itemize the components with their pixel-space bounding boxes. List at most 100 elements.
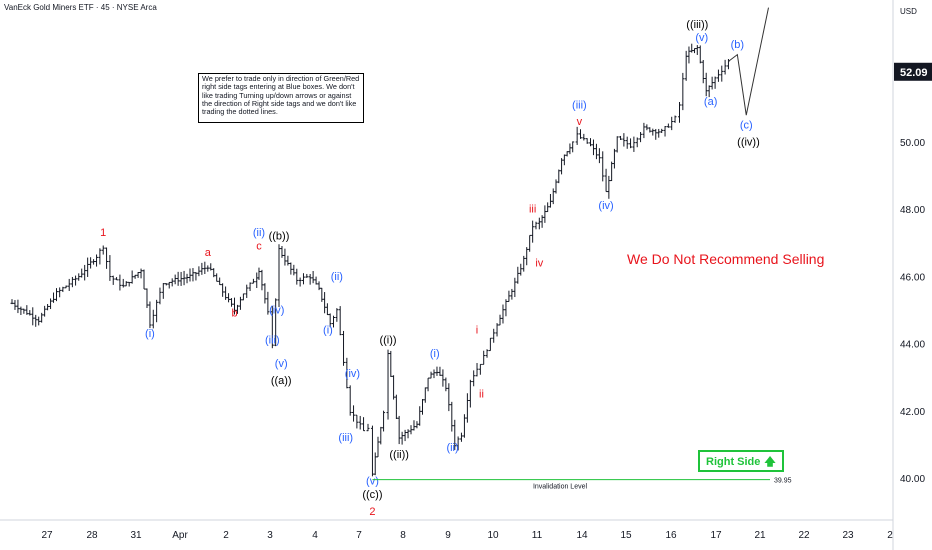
candle bbox=[601, 151, 605, 182]
candle bbox=[118, 274, 122, 291]
candle bbox=[510, 288, 514, 300]
candle bbox=[453, 419, 457, 450]
candle bbox=[305, 273, 309, 278]
wave-label: (v) bbox=[366, 476, 379, 488]
candle bbox=[164, 283, 168, 286]
candle bbox=[701, 60, 705, 84]
wave-label: (iii) bbox=[338, 432, 353, 444]
candle bbox=[678, 101, 681, 123]
candle bbox=[441, 369, 445, 387]
x-tick-label: 16 bbox=[665, 530, 677, 541]
candle bbox=[663, 126, 667, 137]
candle bbox=[133, 274, 137, 279]
candle bbox=[270, 305, 274, 349]
candle bbox=[34, 314, 38, 327]
candle bbox=[16, 299, 20, 314]
candle bbox=[716, 69, 720, 82]
candle bbox=[687, 46, 691, 64]
candle bbox=[571, 141, 575, 153]
x-tick-label: Apr bbox=[172, 530, 188, 541]
candle bbox=[58, 287, 62, 298]
candle bbox=[151, 309, 155, 329]
candle bbox=[111, 275, 115, 285]
candle bbox=[179, 271, 183, 286]
wave-label: (iii) bbox=[572, 99, 587, 111]
candle bbox=[215, 273, 219, 282]
wave-label: 1 bbox=[100, 227, 106, 239]
candle bbox=[560, 158, 564, 175]
candle bbox=[136, 272, 140, 278]
x-tick-label: 14 bbox=[576, 530, 588, 541]
candle bbox=[121, 278, 125, 288]
candle bbox=[648, 127, 652, 133]
candle bbox=[292, 264, 296, 276]
wave-label: (c) bbox=[740, 120, 753, 132]
candle bbox=[432, 369, 436, 379]
candle bbox=[447, 383, 451, 412]
wave-label: 2 bbox=[369, 506, 375, 518]
candle bbox=[115, 277, 119, 281]
wave-label: ((ii)) bbox=[389, 449, 409, 461]
candle bbox=[654, 128, 658, 140]
candle bbox=[660, 128, 664, 134]
candle bbox=[52, 292, 56, 303]
candle bbox=[194, 272, 198, 281]
candle bbox=[260, 269, 264, 291]
y-tick-label: 50.00 bbox=[900, 138, 925, 149]
candle bbox=[145, 288, 149, 309]
candle bbox=[43, 305, 47, 317]
candle bbox=[255, 272, 259, 289]
candle bbox=[557, 169, 561, 184]
x-tick-label: 2 bbox=[887, 530, 893, 541]
candle bbox=[64, 285, 68, 289]
candle bbox=[101, 245, 105, 255]
candle bbox=[257, 267, 261, 280]
candle bbox=[531, 220, 535, 243]
wave-label: (v) bbox=[275, 358, 288, 370]
wave-label: (a) bbox=[704, 96, 717, 108]
wave-label: (i) bbox=[323, 325, 333, 337]
candle bbox=[554, 179, 558, 194]
candle bbox=[31, 307, 35, 326]
candle bbox=[488, 337, 492, 352]
wave-label: ((c)) bbox=[362, 489, 382, 501]
candle bbox=[465, 393, 469, 423]
x-tick-label: 31 bbox=[130, 530, 142, 541]
candle bbox=[61, 286, 65, 293]
candle bbox=[690, 43, 694, 53]
wave-label: (iv) bbox=[345, 368, 360, 380]
candle bbox=[311, 271, 315, 284]
candle bbox=[185, 273, 189, 284]
wave-label: ((i)) bbox=[379, 335, 396, 347]
up-arrow-icon: 🡅 bbox=[764, 456, 776, 468]
candle bbox=[200, 262, 204, 275]
candle bbox=[335, 308, 339, 322]
candle bbox=[409, 425, 413, 435]
candle bbox=[40, 312, 44, 323]
candle bbox=[412, 420, 416, 431]
candle bbox=[495, 323, 499, 337]
trading-note: We prefer to trade only in direction of … bbox=[198, 73, 364, 123]
candle bbox=[188, 268, 192, 282]
candle bbox=[629, 138, 633, 149]
candle bbox=[95, 254, 99, 267]
candle bbox=[358, 415, 362, 430]
candle bbox=[25, 305, 29, 315]
candle bbox=[522, 255, 526, 272]
candle bbox=[423, 387, 427, 403]
candle bbox=[366, 423, 370, 432]
candle bbox=[203, 261, 207, 275]
candle bbox=[459, 432, 463, 442]
candle bbox=[235, 304, 239, 314]
candle bbox=[301, 273, 305, 285]
candle bbox=[421, 399, 425, 415]
candle bbox=[562, 154, 566, 166]
candle bbox=[376, 436, 380, 458]
candle bbox=[80, 268, 84, 278]
candle bbox=[155, 299, 159, 323]
candle bbox=[289, 262, 293, 275]
candle bbox=[585, 138, 589, 144]
candle bbox=[345, 357, 349, 389]
candle bbox=[418, 406, 422, 426]
